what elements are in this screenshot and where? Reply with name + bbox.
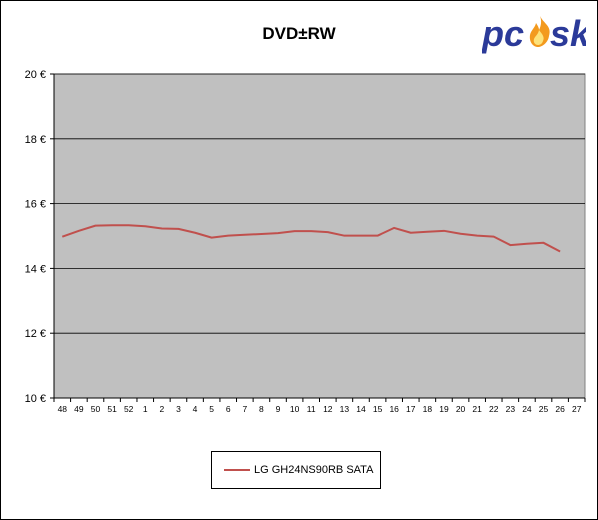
x-tick-label: 49 bbox=[74, 404, 84, 414]
y-tick-label: 10 € bbox=[25, 393, 46, 405]
pctuning-logo: pc sk bbox=[481, 12, 592, 59]
plot-area bbox=[53, 73, 586, 399]
y-tick-label: 12 € bbox=[25, 328, 46, 340]
x-tick-label: 5 bbox=[209, 404, 214, 414]
legend-label: LG GH24NS90RB SATA bbox=[254, 464, 374, 476]
y-tick-label: 16 € bbox=[25, 199, 46, 211]
x-tick-label: 11 bbox=[307, 404, 316, 414]
x-tick-label: 23 bbox=[506, 404, 516, 414]
x-tick-label: 1 bbox=[143, 404, 148, 414]
x-tick-label: 18 bbox=[423, 404, 433, 414]
x-tick-label: 6 bbox=[226, 404, 231, 414]
y-tick-label: 18 € bbox=[25, 134, 46, 146]
x-tick-label: 27 bbox=[572, 404, 582, 414]
x-tick-label: 15 bbox=[373, 404, 383, 414]
y-tick-label: 20 € bbox=[25, 69, 46, 81]
x-tick-label: 17 bbox=[406, 404, 416, 414]
x-tick-label: 52 bbox=[124, 404, 134, 414]
x-tick-label: 8 bbox=[259, 404, 264, 414]
x-tick-label: 25 bbox=[539, 404, 549, 414]
x-tick-label: 10 bbox=[290, 404, 300, 414]
x-tick-label: 7 bbox=[242, 404, 247, 414]
x-tick-label: 14 bbox=[356, 404, 366, 414]
x-tick-label: 19 bbox=[439, 404, 449, 414]
x-tick-label: 22 bbox=[489, 404, 499, 414]
x-tick-label: 21 bbox=[472, 404, 482, 414]
x-tick-label: 2 bbox=[159, 404, 164, 414]
x-tick-label: 9 bbox=[276, 404, 281, 414]
x-tick-label: 26 bbox=[555, 404, 565, 414]
logo-text-right: sk bbox=[550, 13, 586, 54]
y-tick-label: 14 € bbox=[25, 263, 46, 275]
flame-icon bbox=[529, 16, 550, 47]
x-tick-label: 16 bbox=[389, 404, 399, 414]
x-tick-label: 12 bbox=[323, 404, 333, 414]
logo-text-left: pc bbox=[482, 13, 524, 54]
legend-swatch bbox=[224, 469, 250, 471]
x-tick-label: 20 bbox=[456, 404, 466, 414]
x-tick-label: 3 bbox=[176, 404, 181, 414]
x-tick-label: 51 bbox=[107, 404, 117, 414]
x-tick-label: 24 bbox=[522, 404, 532, 414]
x-tick-label: 50 bbox=[91, 404, 101, 414]
chart-title: DVD±RW bbox=[262, 24, 336, 43]
x-tick-label: 4 bbox=[193, 404, 198, 414]
x-tick-label: 48 bbox=[58, 404, 68, 414]
legend: LG GH24NS90RB SATA bbox=[211, 451, 381, 489]
x-tick-label: 13 bbox=[340, 404, 350, 414]
